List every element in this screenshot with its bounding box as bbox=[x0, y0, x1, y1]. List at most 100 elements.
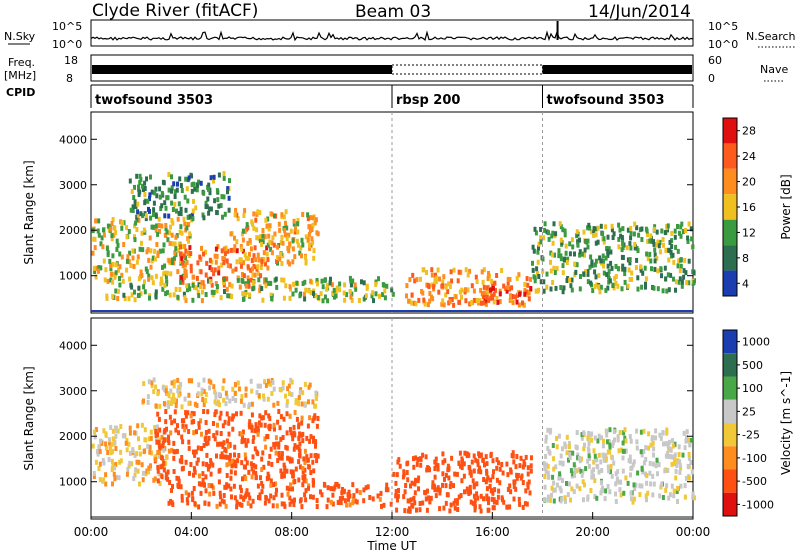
echo-cell bbox=[455, 498, 459, 504]
echo-cell bbox=[134, 467, 138, 473]
echo-cell bbox=[263, 379, 267, 385]
echo-cell bbox=[143, 200, 147, 206]
echo-cell bbox=[114, 262, 118, 268]
echo-cell bbox=[236, 380, 240, 386]
echo-cell bbox=[141, 470, 145, 476]
echo-cell bbox=[691, 244, 695, 250]
echo-cell bbox=[382, 282, 386, 288]
echo-cell bbox=[202, 409, 206, 414]
nave-top-value: 60 bbox=[708, 54, 722, 67]
echo-cell bbox=[208, 279, 212, 285]
echo-cell bbox=[176, 388, 180, 394]
echo-cell bbox=[325, 504, 329, 510]
echo-cell bbox=[442, 505, 446, 511]
echo-cell bbox=[639, 264, 643, 270]
echo-cell bbox=[688, 442, 692, 448]
cpid-label: CPID bbox=[6, 86, 35, 99]
echo-cell bbox=[98, 461, 102, 467]
echo-cell bbox=[191, 274, 195, 280]
echo-cell bbox=[109, 424, 113, 430]
echo-cell bbox=[352, 497, 356, 502]
echo-cell bbox=[154, 456, 158, 462]
echo-cell bbox=[275, 503, 279, 509]
echo-cell bbox=[157, 439, 161, 445]
echo-cell bbox=[102, 232, 106, 238]
echo-cell bbox=[586, 435, 590, 441]
echo-cell bbox=[424, 490, 428, 496]
echo-cell bbox=[97, 444, 101, 450]
echo-cell bbox=[228, 282, 232, 288]
echo-cell bbox=[549, 427, 553, 433]
echo-cell bbox=[598, 289, 602, 295]
echo-cell bbox=[296, 444, 299, 450]
echo-cell bbox=[225, 276, 229, 282]
echo-cell bbox=[631, 462, 635, 468]
echo-cell bbox=[333, 294, 336, 300]
echo-cell bbox=[194, 205, 198, 211]
echo-cell bbox=[270, 211, 274, 217]
echo-cell bbox=[195, 182, 199, 188]
echo-cell bbox=[472, 482, 476, 488]
echo-cell bbox=[251, 454, 255, 460]
echo-cell bbox=[623, 271, 627, 277]
echo-cell bbox=[149, 429, 153, 435]
echo-cell bbox=[433, 474, 437, 480]
echo-cell bbox=[137, 217, 141, 223]
echo-cell bbox=[235, 212, 239, 218]
echo-cell bbox=[285, 468, 289, 474]
echo-cell bbox=[460, 294, 463, 300]
echo-cell bbox=[469, 499, 473, 505]
echo-cell bbox=[204, 430, 208, 435]
echo-cell bbox=[207, 278, 211, 284]
echo-cell bbox=[391, 291, 395, 297]
echo-cell bbox=[434, 275, 438, 281]
echo-cell bbox=[358, 490, 362, 495]
echo-cell bbox=[156, 449, 160, 455]
echo-cell bbox=[131, 208, 135, 213]
echo-cell bbox=[553, 487, 557, 493]
echo-cell bbox=[188, 470, 191, 476]
echo-cell bbox=[434, 456, 438, 462]
echo-cell bbox=[201, 289, 204, 295]
echo-cell bbox=[241, 291, 245, 296]
echo-cell bbox=[188, 286, 192, 292]
echo-cell bbox=[260, 415, 264, 421]
echo-cell bbox=[594, 232, 598, 238]
echo-cell bbox=[256, 451, 260, 457]
echo-cell bbox=[183, 194, 187, 200]
echo-cell bbox=[183, 244, 187, 249]
echo-cell bbox=[592, 459, 596, 465]
echo-cell bbox=[170, 200, 174, 206]
echo-cell bbox=[459, 493, 463, 498]
echo-cell bbox=[197, 424, 201, 430]
echo-cell bbox=[476, 462, 480, 468]
echo-cell bbox=[207, 210, 211, 216]
echo-cell bbox=[150, 224, 154, 230]
echo-cell bbox=[154, 403, 158, 409]
echo-cell bbox=[340, 490, 344, 496]
colorbar-swatch bbox=[723, 219, 737, 246]
echo-cell bbox=[621, 241, 625, 247]
echo-cell bbox=[181, 439, 185, 445]
echo-cell bbox=[406, 498, 410, 504]
echo-cell bbox=[457, 299, 461, 305]
echo-cell bbox=[495, 273, 499, 278]
echo-cell bbox=[148, 196, 151, 202]
echo-cell bbox=[202, 443, 206, 448]
echo-cell bbox=[242, 495, 246, 501]
echo-cell bbox=[98, 477, 102, 483]
echo-cell bbox=[138, 481, 141, 487]
echo-cell bbox=[311, 240, 315, 246]
echo-cell bbox=[668, 240, 672, 245]
echo-cell bbox=[405, 283, 409, 289]
echo-cell bbox=[614, 274, 618, 279]
echo-cell bbox=[680, 283, 684, 289]
echo-cell bbox=[616, 266, 620, 272]
echo-cell bbox=[621, 468, 625, 474]
echo-cell bbox=[498, 291, 502, 297]
echo-cell bbox=[118, 282, 122, 288]
echo-cell bbox=[174, 403, 178, 409]
echo-cell bbox=[269, 381, 273, 387]
echo-cell bbox=[285, 225, 289, 231]
echo-cell bbox=[106, 278, 110, 284]
